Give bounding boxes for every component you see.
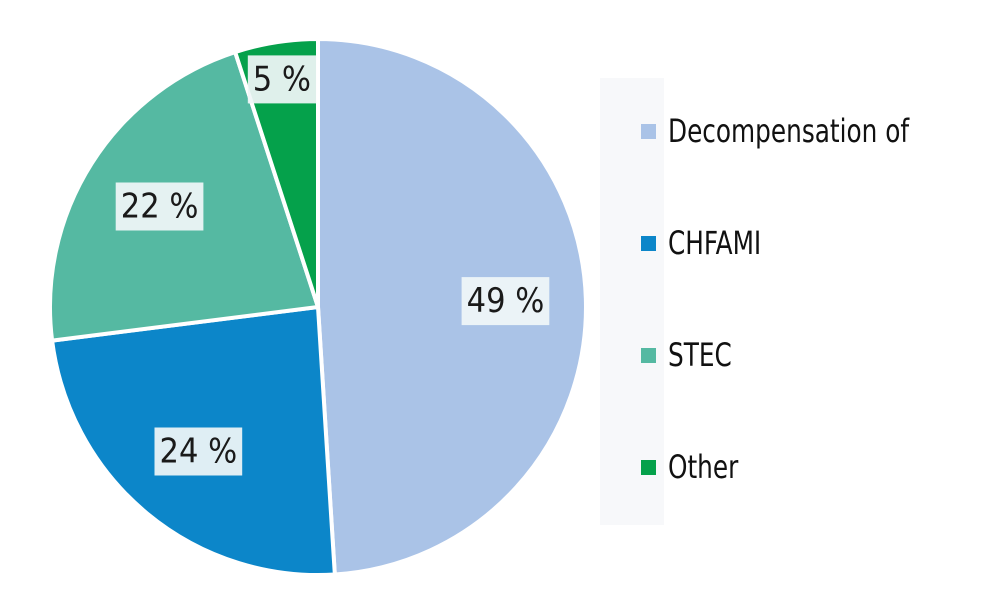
legend-item-chfami: CHFAMI: [641, 223, 776, 263]
data-label-background: [247, 55, 317, 104]
legend-item-other: Other: [641, 447, 750, 487]
legend-swatch-stec: [641, 347, 656, 363]
legend-swatch-chfami: [641, 235, 656, 251]
legend-label-other: Other: [668, 448, 739, 486]
legend-label-chfami: CHFAMI: [668, 224, 762, 262]
legend-item-decompensation: Decompensation of: [641, 111, 948, 151]
data-label-chfami: 24 %: [154, 427, 243, 476]
data-label-decompensation-of: 49 %: [461, 277, 550, 326]
legend-label-decompensation: Decompensation of: [668, 112, 910, 150]
data-label-background: [461, 277, 550, 326]
legend-label-stec: STEC: [668, 336, 732, 374]
pie-slice-other: [233, 37, 320, 309]
legend-item-stec: STEC: [641, 335, 742, 375]
pie-data-labels: 49 % 24 % 22 % 5 %: [115, 55, 550, 476]
data-label-text: 22 %: [121, 187, 199, 227]
data-label-text: 24 %: [160, 432, 238, 472]
pie-slice-decompensation-of: [316, 37, 588, 577]
legend-panel: [600, 78, 664, 525]
legend-swatch-other: [641, 459, 656, 475]
legend-swatch-decompensation: [641, 123, 656, 139]
data-label-background: [115, 182, 204, 231]
data-label-text: 49 %: [467, 281, 545, 321]
data-label-background: [154, 427, 243, 476]
data-label-stec: 22 %: [115, 182, 204, 231]
data-label-other: 5 %: [247, 55, 317, 104]
data-label-text: 5 %: [253, 59, 311, 99]
